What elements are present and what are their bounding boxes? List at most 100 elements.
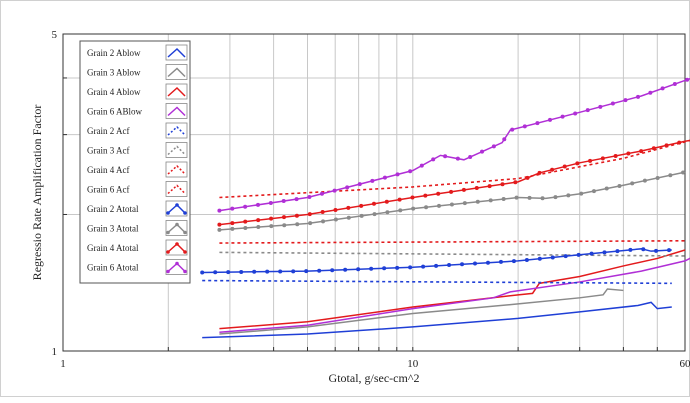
data-point (278, 269, 282, 273)
data-point (553, 195, 557, 199)
data-point (217, 209, 221, 213)
legend-label: Grain 2 Ablow (87, 48, 141, 58)
data-point (463, 201, 467, 205)
legend-entry: Grain 2 Ablow (87, 45, 187, 60)
data-point (265, 270, 269, 274)
data-point (434, 264, 438, 268)
data-point (617, 184, 621, 188)
data-point (252, 270, 256, 274)
legend-swatch-marker (183, 250, 187, 254)
legend-swatch-box (166, 162, 187, 177)
data-point (525, 258, 529, 262)
legend-entry: Grain 4 Ablow (87, 84, 187, 99)
data-point (492, 144, 496, 148)
data-point (307, 195, 311, 199)
data-point (449, 190, 453, 194)
legend-swatch-marker (175, 242, 179, 246)
data-point (295, 197, 299, 201)
data-point (561, 115, 565, 119)
data-point (538, 171, 542, 175)
data-point (605, 187, 609, 191)
data-point (321, 219, 325, 223)
data-point (373, 212, 377, 216)
data-point (661, 86, 665, 90)
data-point (295, 222, 299, 226)
data-point (217, 223, 221, 227)
legend-label: Grain 6 ABlow (87, 107, 142, 117)
legend-entry: Grain 2 Atotal (87, 201, 187, 216)
series-line (219, 137, 690, 224)
data-point (200, 270, 204, 274)
data-point (626, 152, 630, 156)
legend-swatch-box (166, 104, 187, 119)
legend-swatch-marker (166, 211, 170, 215)
data-point (643, 179, 647, 183)
data-point (615, 249, 619, 253)
data-point (611, 102, 615, 106)
legend-label: Grain 3 Atotal (87, 224, 139, 234)
data-point (577, 253, 581, 257)
legend-label: Grain 3 Ablow (87, 68, 141, 78)
data-point (333, 208, 337, 212)
legend-swatch-marker (175, 262, 179, 266)
data-point (437, 204, 441, 208)
data-point (564, 254, 568, 258)
y-axis-title: Regressio Rate Amplification Factor (30, 105, 44, 281)
data-point (269, 224, 273, 228)
legend-label: Grain 2 Atotal (87, 204, 139, 214)
data-point (330, 268, 334, 272)
data-point (489, 198, 493, 202)
legend-swatch-marker (166, 231, 170, 235)
data-point (473, 261, 477, 265)
data-point (579, 192, 583, 196)
data-point (382, 266, 386, 270)
data-point (566, 193, 570, 197)
data-point (317, 269, 321, 273)
data-point (462, 188, 466, 192)
series-line (202, 281, 672, 284)
data-point (681, 171, 685, 175)
data-point (243, 226, 247, 230)
data-point (347, 216, 351, 220)
data-point (256, 225, 260, 229)
data-point (436, 192, 440, 196)
legend-swatch-marker (166, 250, 170, 254)
data-point (431, 157, 435, 161)
legend-swatch-box (166, 182, 187, 197)
data-point (480, 150, 484, 154)
data-point (548, 118, 552, 122)
data-point (230, 207, 234, 211)
data-point (603, 250, 607, 254)
series-line (202, 249, 672, 273)
data-point (256, 218, 260, 222)
data-point (636, 95, 640, 99)
data-point (408, 169, 412, 173)
legend-swatch-box (166, 65, 187, 80)
data-point (396, 172, 400, 176)
data-point (668, 173, 672, 177)
data-point (586, 108, 590, 112)
data-point (443, 154, 447, 158)
data-point (468, 155, 472, 159)
legend-entry: Grain 6 Atotal (87, 260, 187, 275)
data-point (424, 205, 428, 209)
data-point (563, 165, 567, 169)
data-point (488, 184, 492, 188)
y-tick-label: 5 (52, 29, 58, 41)
legend-swatch-marker (175, 223, 179, 227)
legend-label: Grain 6 Acf (87, 185, 130, 195)
data-point (369, 267, 373, 271)
legend-label: Grain 4 Atotal (87, 243, 139, 253)
series-grain-2-atotal (200, 247, 672, 274)
legend-swatch-marker (166, 270, 170, 274)
series-line (219, 241, 685, 243)
data-point (385, 210, 389, 214)
data-point (523, 124, 527, 128)
data-point (321, 210, 325, 214)
data-point (673, 82, 677, 86)
data-point (334, 218, 338, 222)
data-point (395, 266, 399, 270)
legend: Grain 2 Ablow Grain 3 Ablow Grain 4 Ablow G… (80, 41, 190, 283)
legend-entry: Grain 4 Atotal (87, 240, 187, 255)
